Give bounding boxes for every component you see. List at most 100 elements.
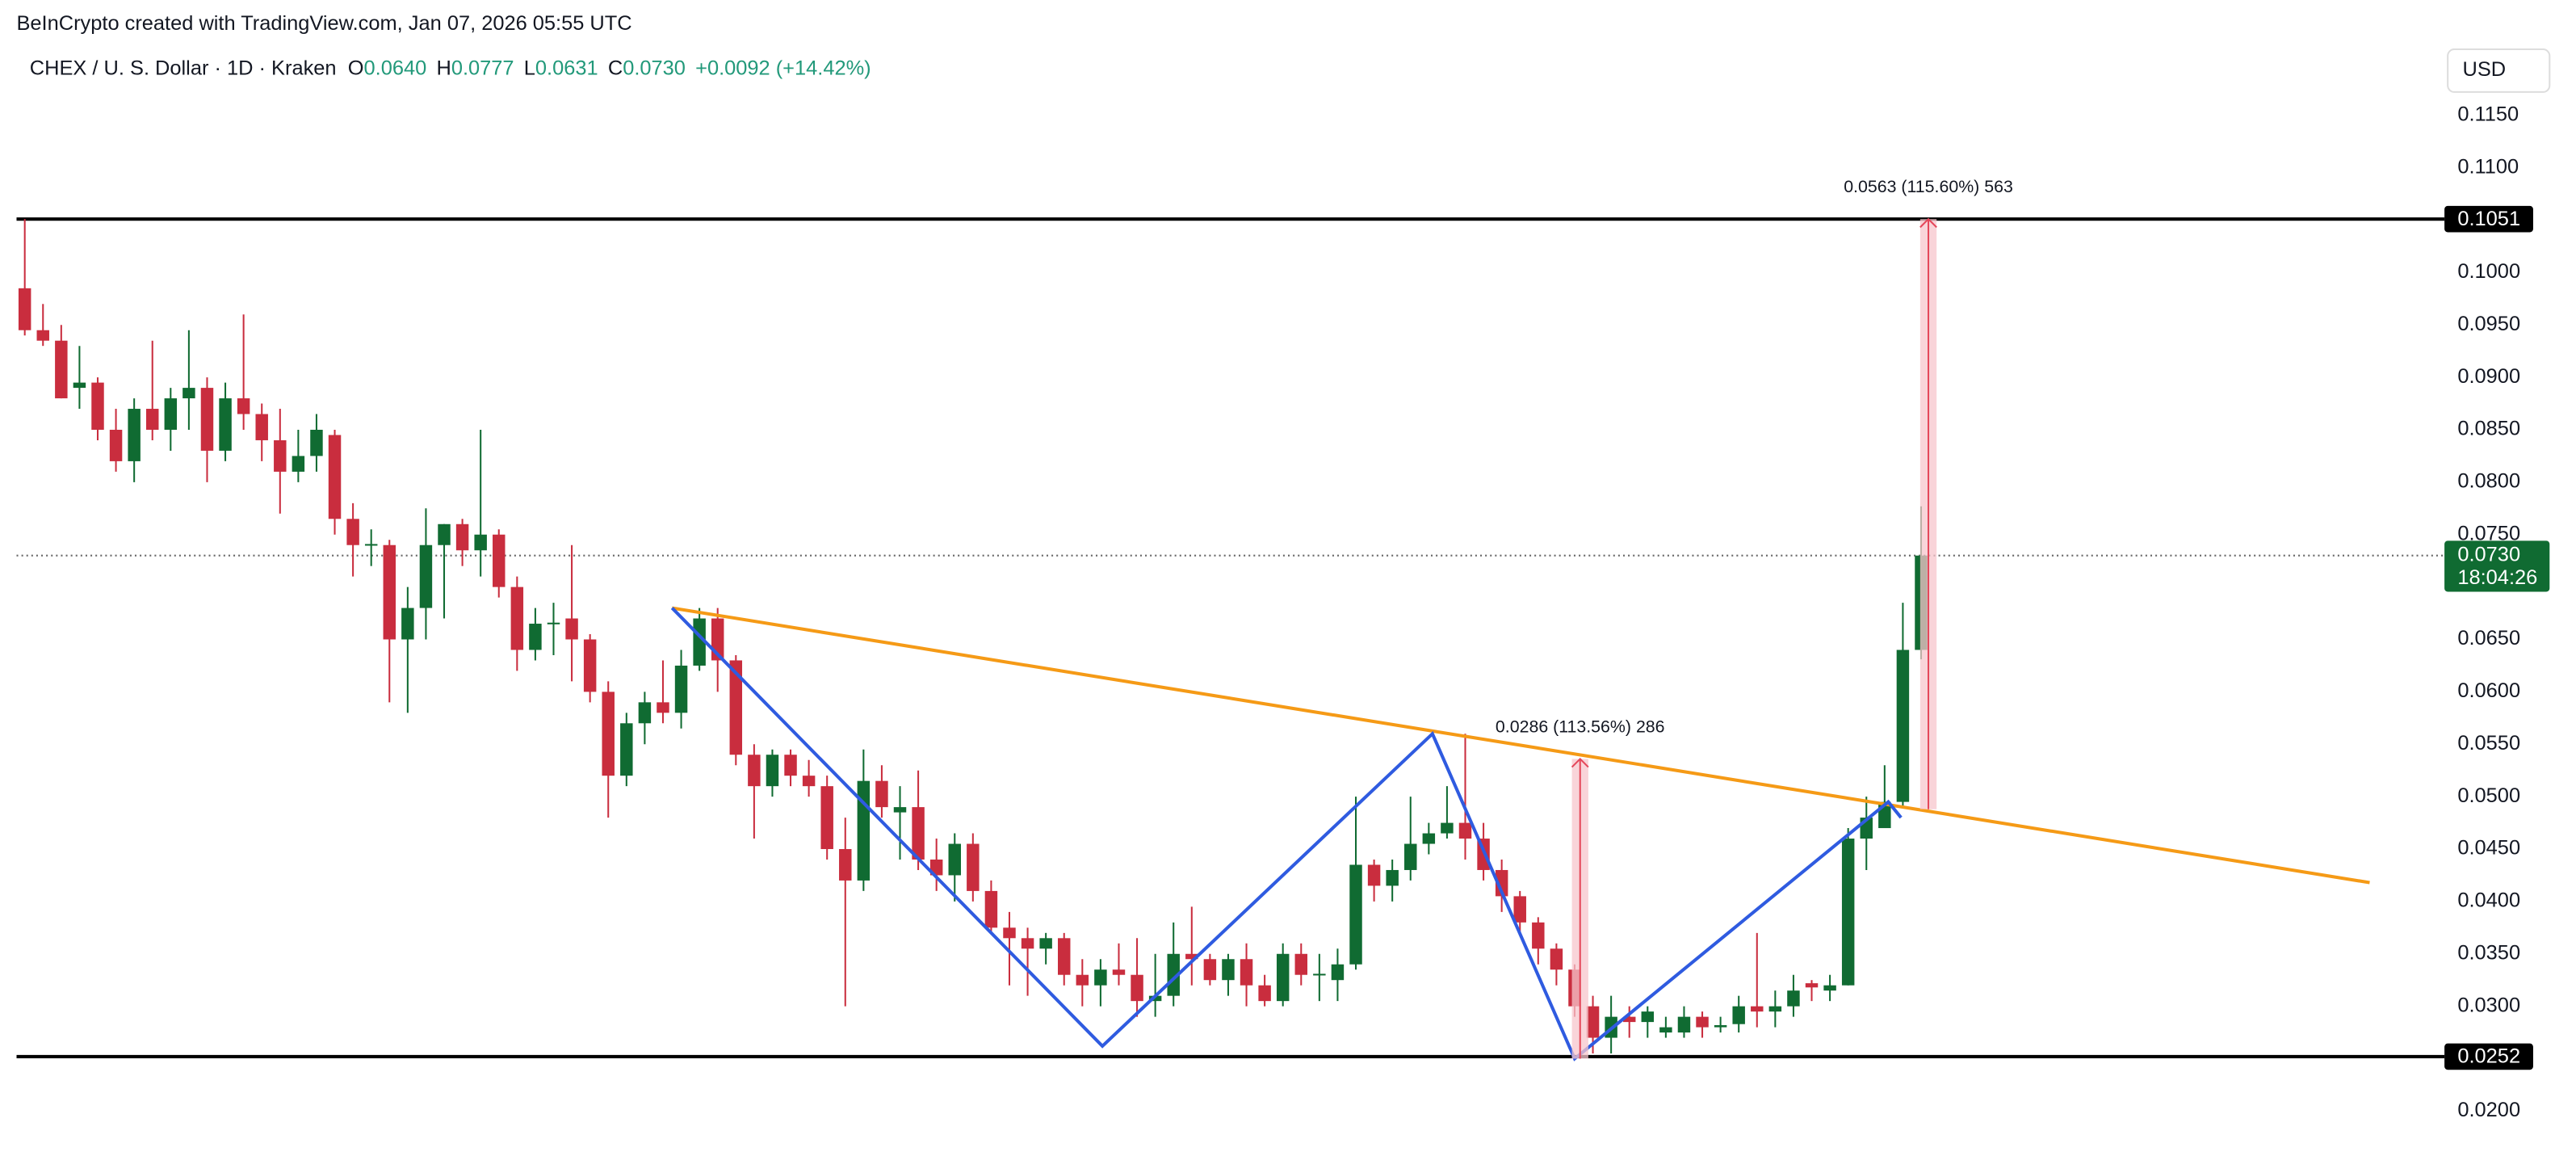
candle-body (255, 414, 268, 440)
candle-body (292, 456, 305, 472)
candle-body (693, 618, 706, 666)
price-label: 0.0730 (2457, 543, 2520, 565)
candle-body (1386, 869, 1399, 886)
candle-body (383, 544, 396, 640)
y-tick-label: 0.0600 (2457, 679, 2520, 702)
candle-body (1021, 938, 1034, 949)
candle-body (493, 534, 506, 587)
candle-body (620, 723, 633, 776)
candle-body (529, 624, 542, 650)
candle-body (1313, 973, 1326, 976)
candle-body (346, 519, 359, 545)
legend-key: L (524, 57, 535, 79)
candle-body (1441, 822, 1454, 834)
candle-body (73, 382, 86, 389)
candle-body (748, 755, 761, 787)
candle-body (146, 409, 159, 430)
plot: 0.1150 0.1100 0.1000 0.0950 0.0900 0.0850 0.08… (16, 103, 2550, 1121)
y-tick-label: 0.0450 (2457, 837, 2520, 860)
legend-key: O (348, 57, 364, 79)
candle-body (1622, 1016, 1636, 1023)
candle-body (839, 849, 852, 881)
candle-body (1258, 985, 1271, 1002)
measure-label: 0.0563 (115.60%) 563 (1844, 177, 2013, 196)
candle-body (55, 340, 68, 399)
candle-body (419, 544, 433, 608)
candle-body (857, 780, 871, 881)
trendline (671, 606, 2370, 885)
candle-body (1076, 974, 1089, 986)
y-tick-label: 0.0950 (2457, 313, 2520, 335)
measure-arrow (1919, 217, 1937, 229)
candle-body (674, 665, 688, 713)
candle-body (657, 702, 669, 713)
candle-body (967, 843, 980, 891)
candle-body (364, 544, 378, 546)
candle-body (128, 409, 141, 461)
measure-arrow (1571, 757, 1589, 768)
candle-body (219, 398, 232, 451)
candle-body (200, 388, 214, 451)
currency[interactable]: USD (2462, 58, 2506, 81)
legend-change: +0.0092 (+14.42%) (695, 57, 871, 79)
candle-body (1094, 969, 1107, 986)
candle-body (474, 534, 487, 551)
candle-body (109, 429, 123, 461)
candle-body (547, 622, 560, 624)
legend-key: C (608, 57, 623, 79)
candle-body (91, 382, 104, 430)
candle-body (984, 890, 998, 928)
candle-body (729, 660, 743, 755)
candle-body (1240, 959, 1253, 986)
symbol: CHEX / U. S. Dollar · 1D · Kraken (30, 57, 337, 79)
candle-body (310, 429, 323, 456)
y-tick-label: 0.0200 (2457, 1099, 2520, 1121)
candle-body (1039, 938, 1052, 949)
candle-body (875, 780, 888, 808)
candle-body (948, 843, 961, 876)
candle-body (1112, 969, 1126, 975)
candle-body (602, 692, 615, 776)
y-tick-label: 0.0650 (2457, 627, 2520, 650)
candle-body (1203, 959, 1217, 981)
candle-body (1058, 938, 1071, 975)
candle-body (18, 288, 31, 330)
candle-body (1458, 822, 1472, 839)
level-tag (2444, 1043, 2533, 1070)
trendline (670, 607, 1903, 1062)
y-tick-label: 0.0900 (2457, 365, 2520, 388)
header: BeInCrypto created with TradingView.com,… (17, 12, 632, 35)
legend-value: 0.0640 (364, 57, 427, 79)
candle-body (1349, 864, 1362, 965)
candle-body (820, 786, 833, 850)
candle-body (1641, 1011, 1655, 1023)
candle-body (455, 523, 469, 551)
candle-body (1823, 985, 1836, 991)
candle-body (1131, 974, 1143, 1002)
candle-body (1550, 948, 1563, 970)
candle-body (438, 523, 451, 545)
candle-body (1222, 959, 1235, 981)
y-tick-label: 0.0550 (2457, 732, 2520, 755)
candle-body (1513, 896, 1526, 923)
legend-key: H (436, 57, 451, 79)
candle-body (565, 618, 578, 640)
candle-body (36, 330, 49, 341)
legend: CHEX / U. S. Dollar · 1D · Kraken O0.0640… (30, 57, 871, 79)
legend-value: 0.0631 (535, 57, 598, 79)
candle-body (183, 388, 195, 399)
measure-label: 0.0286 (113.56%) 286 (1496, 717, 1665, 736)
candle-body (1276, 953, 1290, 1002)
y-tick-label: 0.1150 (2457, 103, 2519, 125)
y-tick-label: 0.0350 (2457, 941, 2520, 964)
candle-body (912, 807, 925, 860)
candle-body (638, 702, 652, 724)
candle-body (1768, 1006, 1782, 1012)
candle-body (328, 435, 342, 519)
candle-body (583, 639, 597, 692)
currency-button[interactable] (2447, 48, 2551, 93)
candle-body (1677, 1016, 1691, 1033)
candle-body (1495, 869, 1508, 897)
